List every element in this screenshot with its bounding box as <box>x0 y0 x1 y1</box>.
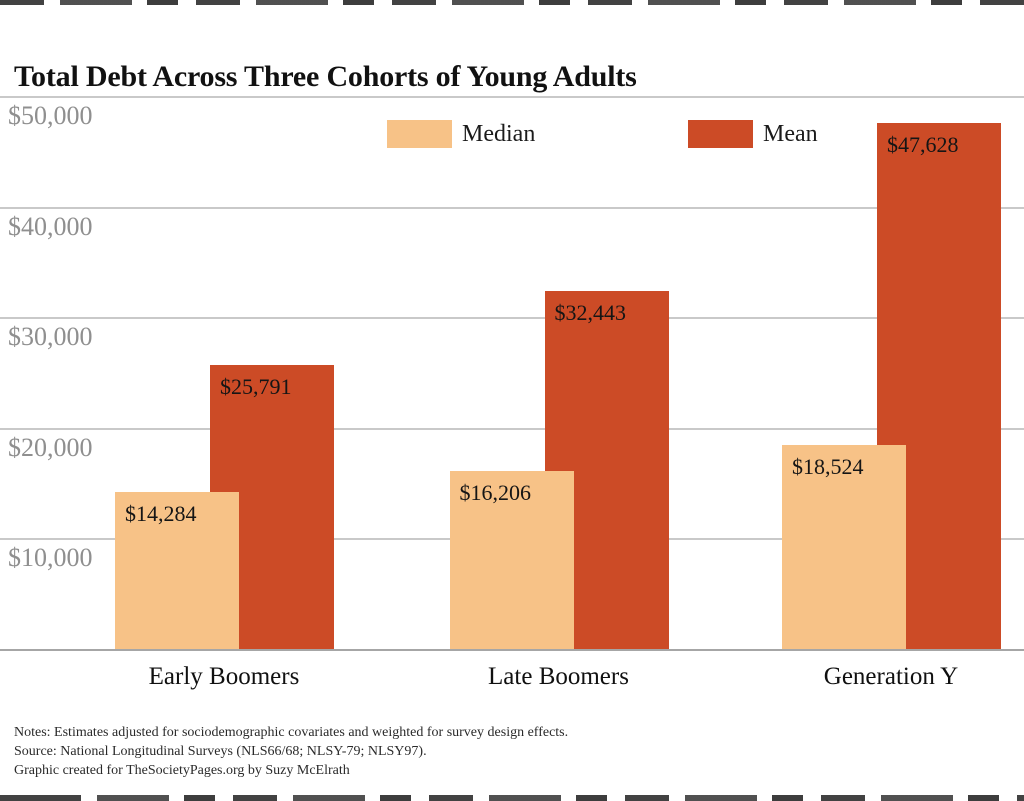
bar-median-early-boomers: $14,284 <box>115 492 239 650</box>
chart-title: Total Debt Across Three Cohorts of Young… <box>14 60 637 94</box>
y-axis-tick-label-50000: $50,000 <box>8 101 93 130</box>
bottom-edge-artifact <box>0 795 1024 801</box>
bar-value-label: $18,524 <box>792 454 864 480</box>
top-edge-artifact <box>0 0 1024 5</box>
gridline-40000 <box>0 206 1024 209</box>
chart-notes: Notes: Estimates adjusted for sociodemog… <box>14 723 568 780</box>
x-axis-line <box>0 649 1024 651</box>
bar-value-label: $14,284 <box>125 501 197 527</box>
bar-median-late-boomers: $16,206 <box>449 470 574 650</box>
bar-value-label: $32,443 <box>554 300 627 326</box>
bar-value-label: $47,628 <box>887 132 959 158</box>
bar-value-label: $25,791 <box>220 373 292 399</box>
legend-swatch-mean <box>688 120 753 148</box>
gridline-20000 <box>0 427 1024 430</box>
bar-value-label: $16,206 <box>459 479 532 505</box>
bar-median-generation-y: $18,524 <box>782 445 906 650</box>
notes-line-2: Source: National Longitudinal Surveys (N… <box>14 744 427 759</box>
gridline-50000 <box>0 96 1024 98</box>
notes-line-3: Graphic created for TheSocietyPages.org … <box>14 763 350 778</box>
y-axis-tick-label-40000: $40,000 <box>8 211 93 241</box>
y-axis-tick-label-10000: $10,000 <box>8 543 93 573</box>
notes-line-1: Notes: Estimates adjusted for sociodemog… <box>14 725 569 740</box>
bar-mean-late-boomers: $32,443 <box>544 291 669 650</box>
y-axis-tick-label-30000: $30,000 <box>8 322 93 352</box>
x-axis-category-late-boomers: Late Boomers <box>488 663 629 690</box>
legend-label-mean: Mean <box>763 121 818 147</box>
x-axis-category-early-boomers: Early Boomers <box>148 663 300 690</box>
legend-label-median: Median <box>462 121 536 147</box>
gridline-30000 <box>0 317 1024 320</box>
legend-swatch-median <box>387 120 452 148</box>
y-axis-tick-label-20000: $20,000 <box>8 432 93 462</box>
x-axis-category-generation-y: Generation Y <box>823 663 959 690</box>
